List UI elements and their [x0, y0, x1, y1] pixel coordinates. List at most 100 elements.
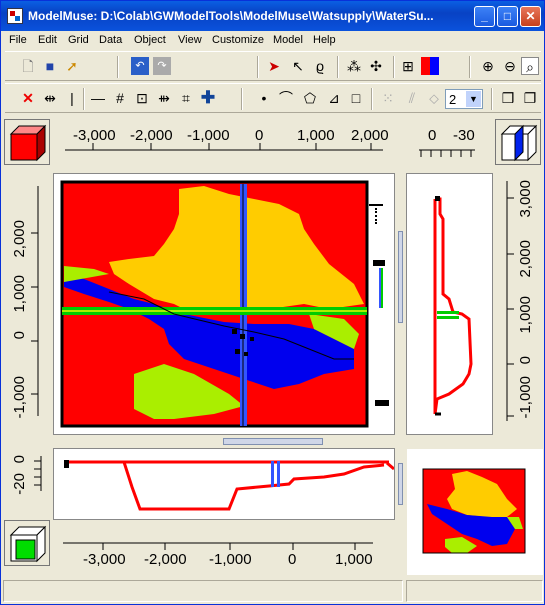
side-view-cube-button[interactable] [495, 119, 541, 165]
front-view-splitter-handle[interactable] [398, 463, 403, 505]
ruler-tick-label: 3,000 [517, 180, 534, 218]
horizontal-splitter-handle[interactable] [223, 438, 323, 445]
modelmuse-app-icon[interactable] [7, 8, 23, 24]
zoom-in-icon[interactable]: ⊕ [482, 58, 494, 74]
new-file-icon[interactable]: 🗋 [22, 58, 34, 74]
side-view-y-ruler: 3,000 2,000 1,000 0 -1,000 [495, 176, 543, 431]
window-title: ModelMuse: D:\Colab\GWModelTools\ModelMu… [28, 9, 434, 23]
ruler-tick-label: 0 [255, 127, 264, 144]
ruler-tick-label: 0 [517, 356, 534, 365]
3d-view-panel[interactable] [407, 449, 543, 575]
ruler-tick-label: -3,000 [73, 127, 116, 144]
menu-model[interactable]: Model [273, 34, 303, 46]
delete-column-icon[interactable]: ✕ [22, 90, 34, 106]
undo-icon[interactable]: ↶ [131, 57, 149, 75]
open-folder-icon[interactable]: ➚ [66, 58, 78, 74]
line-object-icon[interactable]: ⌒ [279, 90, 293, 106]
spacing-icon[interactable]: ⇻ [158, 90, 170, 106]
status-bar-left [3, 580, 403, 602]
line-tool-disabled: ⫽ [408, 90, 416, 106]
close-button[interactable]: ✕ [520, 6, 541, 27]
lasso-icon[interactable]: ϱ [315, 58, 325, 74]
ruler-tick-label: -1,000 [517, 376, 534, 419]
menu-grid[interactable]: Grid [68, 34, 89, 46]
zoom-out-icon[interactable]: ⊖ [504, 58, 516, 74]
move-vertex-icon[interactable]: ⁂ [347, 58, 361, 74]
ruler-tick-label: 1,000 [517, 296, 534, 334]
ruler-tick-label: 0 [288, 551, 297, 568]
3d-view-thumbnail[interactable] [407, 449, 543, 575]
top-view-map[interactable] [54, 174, 394, 434]
color-grid-icon[interactable] [421, 57, 439, 75]
layer-tool-disabled: ⬦ [429, 90, 439, 106]
front-view-y-ruler: 0 -20 [3, 451, 53, 519]
maximize-button[interactable]: □ [497, 6, 518, 27]
subdivide-icon[interactable]: ⊡ [136, 90, 148, 106]
front-view-x-ruler: -3,000 -2,000 -1,000 0 1,000 [53, 523, 395, 575]
ruler-ticks [65, 143, 383, 151]
green-cube-icon [9, 525, 47, 563]
ruler-tick-label: 1,000 [297, 127, 335, 144]
menu-file[interactable]: File [9, 34, 27, 46]
minimize-button[interactable]: _ [474, 6, 495, 27]
3d-cube-icon[interactable]: ❒ [501, 90, 515, 106]
side-view-cross-section[interactable] [407, 174, 492, 434]
ruler-tick-label: -30 [453, 127, 475, 144]
save-icon[interactable]: ■ [45, 58, 55, 74]
rotate-grid-icon[interactable]: ⌗ [182, 90, 190, 106]
top-view-y-ruler: 2,000 1,000 0 -1,000 [3, 176, 53, 431]
redo-icon[interactable]: ↷ [153, 57, 171, 75]
main-toolbar: 🗋 ■ ➚ ↶ ↷ ➤ ↖ ϱ ⁂ ✣ ⊞ ⊕ ⊖ ⌕ [5, 51, 541, 81]
side-view-panel[interactable] [406, 173, 493, 435]
red-cube-icon [9, 124, 47, 162]
ruler-tick-label: -3,000 [83, 551, 126, 568]
polygon-object-icon[interactable]: ⬠ [303, 90, 317, 106]
menu-help[interactable]: Help [313, 34, 336, 46]
add-column-icon[interactable]: | [70, 90, 74, 106]
point-object-icon[interactable]: • [261, 90, 267, 106]
vertex-icon-disabled: ⁙ [382, 90, 394, 106]
menu-data[interactable]: Data [99, 34, 123, 46]
ruler-tick-label: 0 [428, 127, 437, 144]
select-arrow-icon[interactable]: ➤ [268, 58, 280, 74]
chevron-down-icon[interactable]: ▼ [466, 91, 481, 107]
ruler-tick-label: -1,000 [209, 551, 252, 568]
ruler-tick-label: -2,000 [144, 551, 187, 568]
front-view-panel[interactable] [53, 448, 395, 520]
front-view-cube-button[interactable] [4, 520, 50, 566]
layer-select-value: 2 [449, 92, 457, 107]
add-vertex-icon[interactable]: ✣ [370, 58, 382, 74]
menu-edit[interactable]: Edit [38, 34, 57, 46]
blue-cube-icon [500, 124, 538, 162]
menu-object[interactable]: Object [134, 34, 166, 46]
title-bar[interactable]: ModelMuse: D:\Colab\GWModelTools\ModelMu… [1, 1, 544, 31]
menu-view[interactable]: View [178, 34, 202, 46]
top-view-side-markers [369, 204, 393, 406]
3d-view-icon[interactable]: ❐ [523, 90, 537, 106]
ruler-tick-label: 2,000 [351, 127, 389, 144]
add-row-icon[interactable]: — [91, 90, 105, 106]
menu-customize[interactable]: Customize [212, 34, 264, 46]
ruler-tick-label: 1,000 [335, 551, 373, 568]
front-view-cross-section[interactable] [54, 449, 395, 519]
generate-grid-icon[interactable]: # [116, 90, 124, 106]
straight-line-icon[interactable]: ⊿ [328, 90, 340, 106]
add-grid-icon[interactable]: ✚ [200, 88, 216, 107]
move-column-icon[interactable]: ⇹ [44, 90, 56, 106]
ruler-tick-label: -1,000 [187, 127, 230, 144]
menu-bar: File Edit Grid Data Object View Customiz… [1, 31, 544, 50]
layer-select[interactable]: 2 ▼ [445, 89, 483, 109]
select-point-icon[interactable]: ↖ [292, 58, 304, 74]
drawing-toolbar: ✕ ⇹ | — # ⊡ ⇻ ⌗ ✚ • ⌒ ⬠ ⊿ □ ⁙ ⫽ ⬦ 2 ▼ ❒ … [5, 83, 541, 113]
rectangle-object-icon[interactable]: □ [351, 90, 361, 106]
zoom-icon[interactable]: ⌕ [521, 57, 539, 75]
top-view-cube-button[interactable] [4, 119, 50, 165]
object-tree-icon[interactable]: ⊞ [402, 58, 414, 74]
top-view-panel[interactable] [53, 173, 395, 435]
top-view-x-ruler: -3,000 -2,000 -1,000 0 1,000 2,000 [53, 121, 393, 165]
ruler-tick-label: 2,000 [517, 240, 534, 278]
status-bar-right [406, 580, 543, 602]
vertical-splitter-handle[interactable] [398, 231, 403, 323]
ruler-tick-label: -2,000 [130, 127, 173, 144]
